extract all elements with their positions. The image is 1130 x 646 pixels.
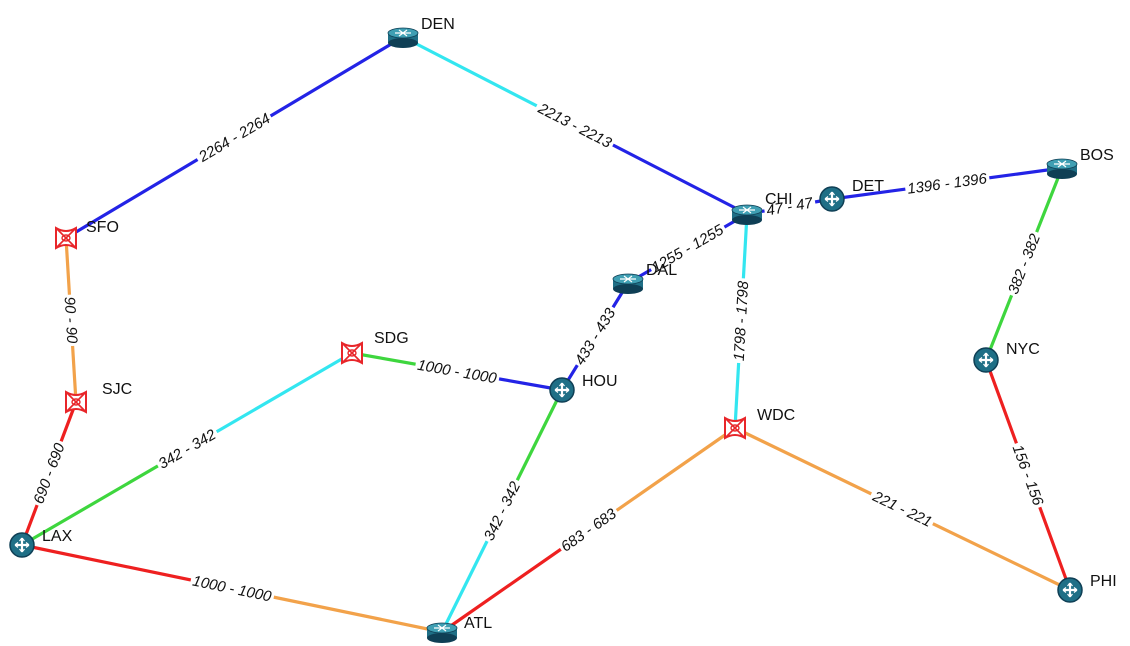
node-label: DET — [852, 178, 884, 195]
link-label-background — [570, 303, 621, 370]
link-label-text: 690 - 690 — [30, 440, 69, 506]
link-label-background — [730, 277, 753, 364]
link-label-text: 156 - 156 — [1009, 442, 1047, 508]
node-hou[interactable]: HOU — [549, 373, 618, 403]
link-label-background — [414, 356, 501, 388]
node-label: BOS — [1080, 147, 1114, 164]
switch-icon — [1057, 577, 1083, 603]
switch-icon — [9, 532, 35, 558]
link-label: 2213 - 2213 — [532, 98, 617, 154]
node-label: ATL — [464, 615, 492, 632]
node-dal[interactable]: DAL — [612, 262, 677, 294]
link-label-background — [1004, 229, 1046, 299]
node-sfo[interactable]: SFO — [55, 219, 119, 250]
link-labels-layer: 2264 - 2264 2213 - 2213 90 - 90 690 - 690 34… — [29, 98, 1048, 606]
link-label-text: 342 - 342 — [156, 426, 220, 473]
link-label-text: 1396 - 1396 — [906, 170, 988, 198]
link-label: 2264 - 2264 — [193, 109, 276, 168]
link-label-text: 342 - 342 — [481, 478, 525, 543]
node-label: HOU — [582, 373, 618, 390]
link-label-background — [532, 98, 617, 154]
switch-icon — [549, 377, 575, 403]
node-chi[interactable]: CHI — [731, 191, 793, 225]
link-label-background — [60, 294, 81, 347]
node-lax[interactable]: LAX — [9, 528, 73, 558]
link-label-text: 683 - 683 — [558, 505, 620, 556]
node-wdc[interactable]: WDC — [724, 407, 795, 440]
link-label: 1396 - 1396 — [904, 169, 991, 199]
node-det[interactable]: DET — [819, 178, 884, 212]
link-label: 1798 - 1798 — [730, 277, 753, 364]
link-label: 90 - 90 — [60, 294, 81, 347]
link-label-background — [904, 169, 991, 199]
link-label-background — [193, 109, 276, 168]
node-sjc[interactable]: SJC — [65, 381, 132, 414]
firewall-icon — [724, 416, 746, 440]
link-label-background — [867, 486, 937, 532]
node-label: DAL — [646, 262, 677, 279]
link-label: 433 - 433 — [570, 303, 621, 370]
link-label-text: 90 - 90 — [61, 296, 81, 344]
node-den[interactable]: DEN — [387, 16, 455, 48]
link-label-text: 433 - 433 — [572, 305, 620, 368]
link-label-background — [763, 194, 817, 220]
router-icon — [731, 204, 763, 225]
node-label: PHI — [1090, 573, 1117, 590]
link-label-text: 221 - 221 — [869, 488, 934, 531]
router-icon — [387, 27, 419, 48]
node-label: SFO — [86, 219, 119, 236]
node-label: LAX — [42, 528, 73, 545]
link-label-background — [153, 424, 222, 474]
link-label-text: 2264 - 2264 — [195, 110, 273, 166]
link-label-background — [1007, 440, 1048, 511]
switch-icon — [973, 347, 999, 373]
link-label-background — [189, 572, 276, 606]
firewall-icon — [65, 390, 87, 414]
nodes-layer: DEN SFO SJC LAX SDG HOU ATL DAL CHI DET BOS NYC WDC P… — [9, 16, 1117, 643]
node-bos[interactable]: BOS — [1046, 147, 1114, 179]
link-label-background — [479, 476, 526, 546]
link-label: 221 - 221 — [867, 486, 937, 532]
link-label-background — [647, 220, 729, 278]
link-label: 382 - 382 — [1004, 229, 1046, 299]
node-label: SJC — [102, 381, 132, 398]
link-label-text: 1000 - 1000 — [416, 357, 498, 388]
node-label: DEN — [421, 16, 455, 33]
router-icon — [1046, 158, 1078, 179]
node-label: CHI — [765, 191, 793, 208]
firewall-icon — [55, 226, 77, 250]
firewall-icon — [341, 341, 363, 365]
link-label: 1000 - 1000 — [189, 572, 276, 606]
switch-icon — [819, 186, 845, 212]
node-nyc[interactable]: NYC — [973, 341, 1040, 373]
node-label: NYC — [1006, 341, 1040, 358]
node-phi[interactable]: PHI — [1057, 573, 1117, 603]
router-icon — [612, 273, 644, 294]
link-label: 683 - 683 — [556, 503, 622, 557]
link-label-text: 1798 - 1798 — [731, 280, 752, 362]
link-label: 156 - 156 — [1007, 440, 1048, 511]
link-label-background — [29, 438, 70, 509]
node-label: SDG — [374, 330, 409, 347]
links-layer — [20, 35, 1072, 634]
link-label: 342 - 342 — [479, 476, 526, 546]
link-label-text: 382 - 382 — [1005, 231, 1044, 297]
node-atl[interactable]: ATL — [426, 615, 492, 643]
link-label: 342 - 342 — [153, 424, 222, 474]
link-label: 690 - 690 — [29, 438, 70, 509]
node-label: WDC — [757, 407, 795, 424]
link-label-text: 2213 - 2213 — [534, 100, 614, 153]
router-icon — [426, 622, 458, 643]
link-label: 1000 - 1000 — [414, 356, 501, 388]
node-sdg[interactable]: SDG — [341, 330, 409, 365]
link-label-background — [556, 503, 622, 557]
link-label-text: 1000 - 1000 — [191, 573, 273, 606]
